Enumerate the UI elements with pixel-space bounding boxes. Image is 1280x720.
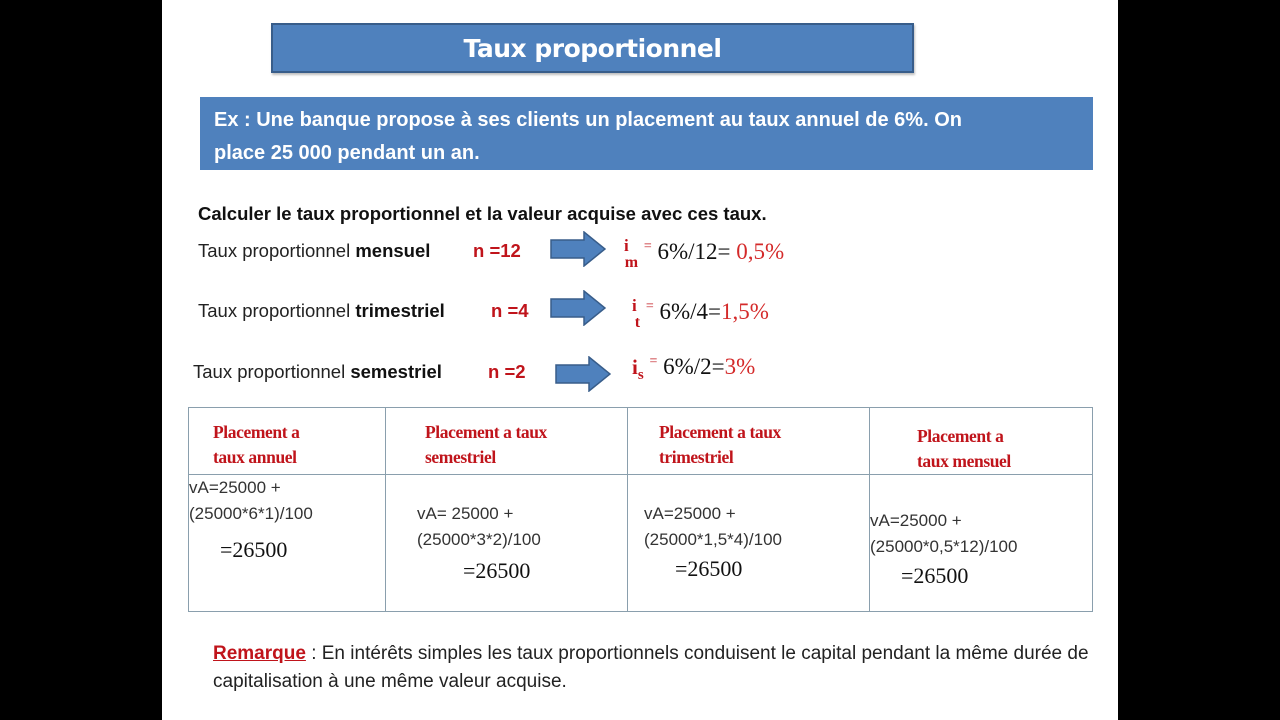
- header-line: taux mensuel: [917, 451, 1011, 471]
- header-line: trimestriel: [659, 447, 734, 467]
- example-line-1: Ex : Une banque propose à ses clients un…: [214, 109, 962, 131]
- rate-label-prefix: Taux proportionnel: [198, 300, 356, 321]
- remark-text: : En intérêts simples les taux proportio…: [213, 643, 1089, 692]
- rate-label-period: mensuel: [355, 240, 431, 261]
- header-cell-trimestriel: Placement a taux trimestriel: [627, 407, 870, 475]
- n-value-mensuel: n =12: [473, 240, 521, 261]
- remark-keyword: Remarque: [213, 643, 306, 664]
- calc-result: =26500: [463, 558, 531, 583]
- rate-symbol: i: [632, 355, 638, 379]
- rate-label-trimestriel: Taux proportionnel trimestriel: [198, 300, 445, 322]
- rate-subscript: t: [634, 314, 641, 331]
- formula-expression: 6%/2=: [663, 354, 725, 379]
- rate-label-prefix: Taux proportionnel: [193, 361, 351, 382]
- rate-subscript: m: [624, 254, 639, 271]
- formula-trimestriel: it = 6%/4=1,5%: [632, 296, 769, 331]
- placement-table: Placement a taux annuel Placement a taux…: [188, 407, 1093, 612]
- calc-cell-semestriel: vA= 25000 + (25000*3*2)/100 =26500: [385, 474, 628, 612]
- calc-line: (25000*1,5*4)/100: [644, 530, 783, 549]
- calc-line: vA=25000 +: [189, 478, 281, 497]
- example-line-2: place 25 000 pendant un an.: [214, 142, 480, 164]
- calc-line: vA=25000 +: [870, 511, 962, 530]
- slide-title: Taux proportionnel: [463, 33, 722, 63]
- formula-mensuel: im = 6%/12= 0,5%: [624, 236, 785, 271]
- rate-symbol: i: [624, 236, 629, 255]
- instruction-text: Calculer le taux proportionnel et la val…: [198, 203, 767, 224]
- calc-line: (25000*6*1)/100: [189, 504, 313, 523]
- formula-result: 3%: [724, 354, 756, 379]
- formula-result: 1,5%: [721, 299, 769, 324]
- rate-label-period: trimestriel: [355, 300, 445, 321]
- header-line: semestriel: [425, 447, 496, 467]
- calc-line: vA= 25000 +: [417, 504, 514, 523]
- equals-sign: =: [645, 299, 654, 314]
- calc-line: (25000*0,5*12)/100: [870, 537, 1018, 556]
- equals-sign: =: [643, 239, 652, 254]
- header-line: Placement a taux: [425, 422, 547, 442]
- formula-expression: 6%/4=: [659, 299, 721, 324]
- title-box: Taux proportionnel: [271, 23, 914, 73]
- table-header-row: Placement a taux annuel Placement a taux…: [188, 407, 1093, 475]
- rate-label-mensuel: Taux proportionnel mensuel: [198, 240, 430, 262]
- n-value-semestriel: n =2: [488, 361, 526, 382]
- calc-result: =26500: [220, 537, 288, 562]
- example-box: Ex : Une banque propose à ses clients un…: [200, 97, 1093, 170]
- calc-cell-annuel: vA=25000 + (25000*6*1)/100 =26500: [188, 474, 386, 612]
- header-cell-mensuel: Placement a taux mensuel: [869, 407, 1093, 475]
- arrow-right-icon: [555, 356, 611, 392]
- header-line: Placement a taux: [659, 422, 781, 442]
- formula-semestriel: is = 6%/2=3%: [632, 354, 756, 383]
- calc-result: =26500: [901, 563, 969, 588]
- calc-cell-trimestriel: vA=25000 + (25000*1,5*4)/100 =26500: [627, 474, 870, 612]
- arrow-right-icon: [550, 290, 606, 326]
- table-row: vA=25000 + (25000*6*1)/100 =26500 vA= 25…: [188, 474, 1093, 612]
- n-value-trimestriel: n =4: [491, 300, 529, 321]
- header-line: Placement a: [917, 426, 1004, 446]
- header-line: taux annuel: [213, 447, 297, 467]
- header-cell-annuel: Placement a taux annuel: [188, 407, 386, 475]
- rate-symbol: i: [632, 296, 637, 315]
- calc-line: (25000*3*2)/100: [417, 530, 541, 549]
- formula-result: 0,5%: [736, 239, 785, 264]
- calc-line: vA=25000 +: [644, 504, 736, 523]
- calc-cell-mensuel: vA=25000 + (25000*0,5*12)/100 =26500: [869, 474, 1093, 612]
- header-cell-semestriel: Placement a taux semestriel: [385, 407, 628, 475]
- remark: Remarque : En intérêts simples les taux …: [213, 640, 1093, 696]
- header-line: Placement a: [213, 422, 300, 442]
- arrow-right-icon: [550, 231, 606, 267]
- formula-expression: 6%/12=: [657, 239, 731, 264]
- rate-subscript: s: [637, 367, 644, 383]
- equals-sign: =: [649, 354, 658, 369]
- calc-result: =26500: [675, 556, 743, 581]
- rate-label-semestriel: Taux proportionnel semestriel: [193, 361, 442, 383]
- rate-label-period: semestriel: [350, 361, 442, 382]
- rate-label-prefix: Taux proportionnel: [198, 240, 356, 261]
- slide: Taux proportionnel Ex : Une banque propo…: [162, 0, 1118, 720]
